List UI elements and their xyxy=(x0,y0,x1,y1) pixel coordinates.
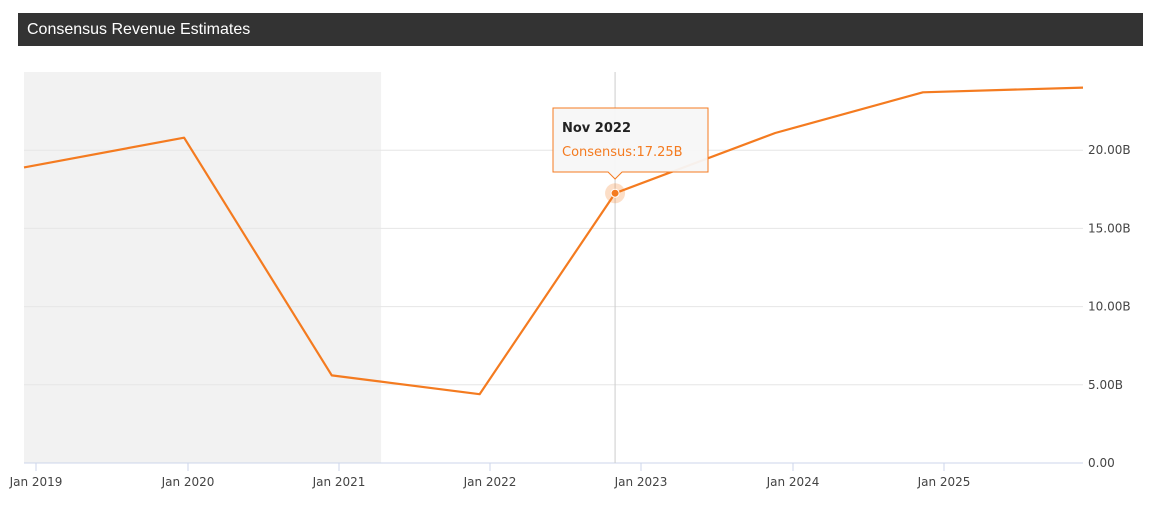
chart-header: Consensus Revenue Estimates xyxy=(18,13,1143,46)
hover-point xyxy=(610,188,620,198)
y-tick-label: 5.00B xyxy=(1088,378,1123,392)
x-tick-label: Jan 2022 xyxy=(463,475,517,489)
tooltip-box xyxy=(552,107,709,180)
y-tick-label: 0.00 xyxy=(1088,456,1115,470)
tooltip: Nov 2022 Consensus:17.25B xyxy=(552,107,709,204)
tooltip-value: Consensus:17.25B xyxy=(562,145,683,160)
x-tick-label: Jan 2024 xyxy=(766,475,820,489)
y-axis-ticks: 0.00 5.00B 10.00B 15.00B 20.00B xyxy=(1088,143,1131,470)
y-tick-label: 15.00B xyxy=(1088,221,1131,235)
consensus-series-line[interactable] xyxy=(23,86,1084,396)
x-tick-label: Jan 2020 xyxy=(161,475,215,489)
x-tick-label: Jan 2021 xyxy=(312,475,366,489)
x-tick-label: Jan 2025 xyxy=(917,475,971,489)
x-tick-label: Jan 2023 xyxy=(614,475,668,489)
y-tick-label: 20.00B xyxy=(1088,143,1131,157)
tooltip-date: Nov 2022 xyxy=(562,121,631,136)
x-axis-ticks: Jan 2019 Jan 2020 Jan 2021 Jan 2022 Jan 2023… xyxy=(9,463,971,489)
chart-title: Consensus Revenue Estimates xyxy=(27,21,251,38)
y-tick-label: 10.00B xyxy=(1088,300,1131,314)
historical-shaded-region xyxy=(24,72,382,463)
x-tick-label: Jan 2019 xyxy=(9,475,63,489)
grid-lines xyxy=(24,149,1083,386)
